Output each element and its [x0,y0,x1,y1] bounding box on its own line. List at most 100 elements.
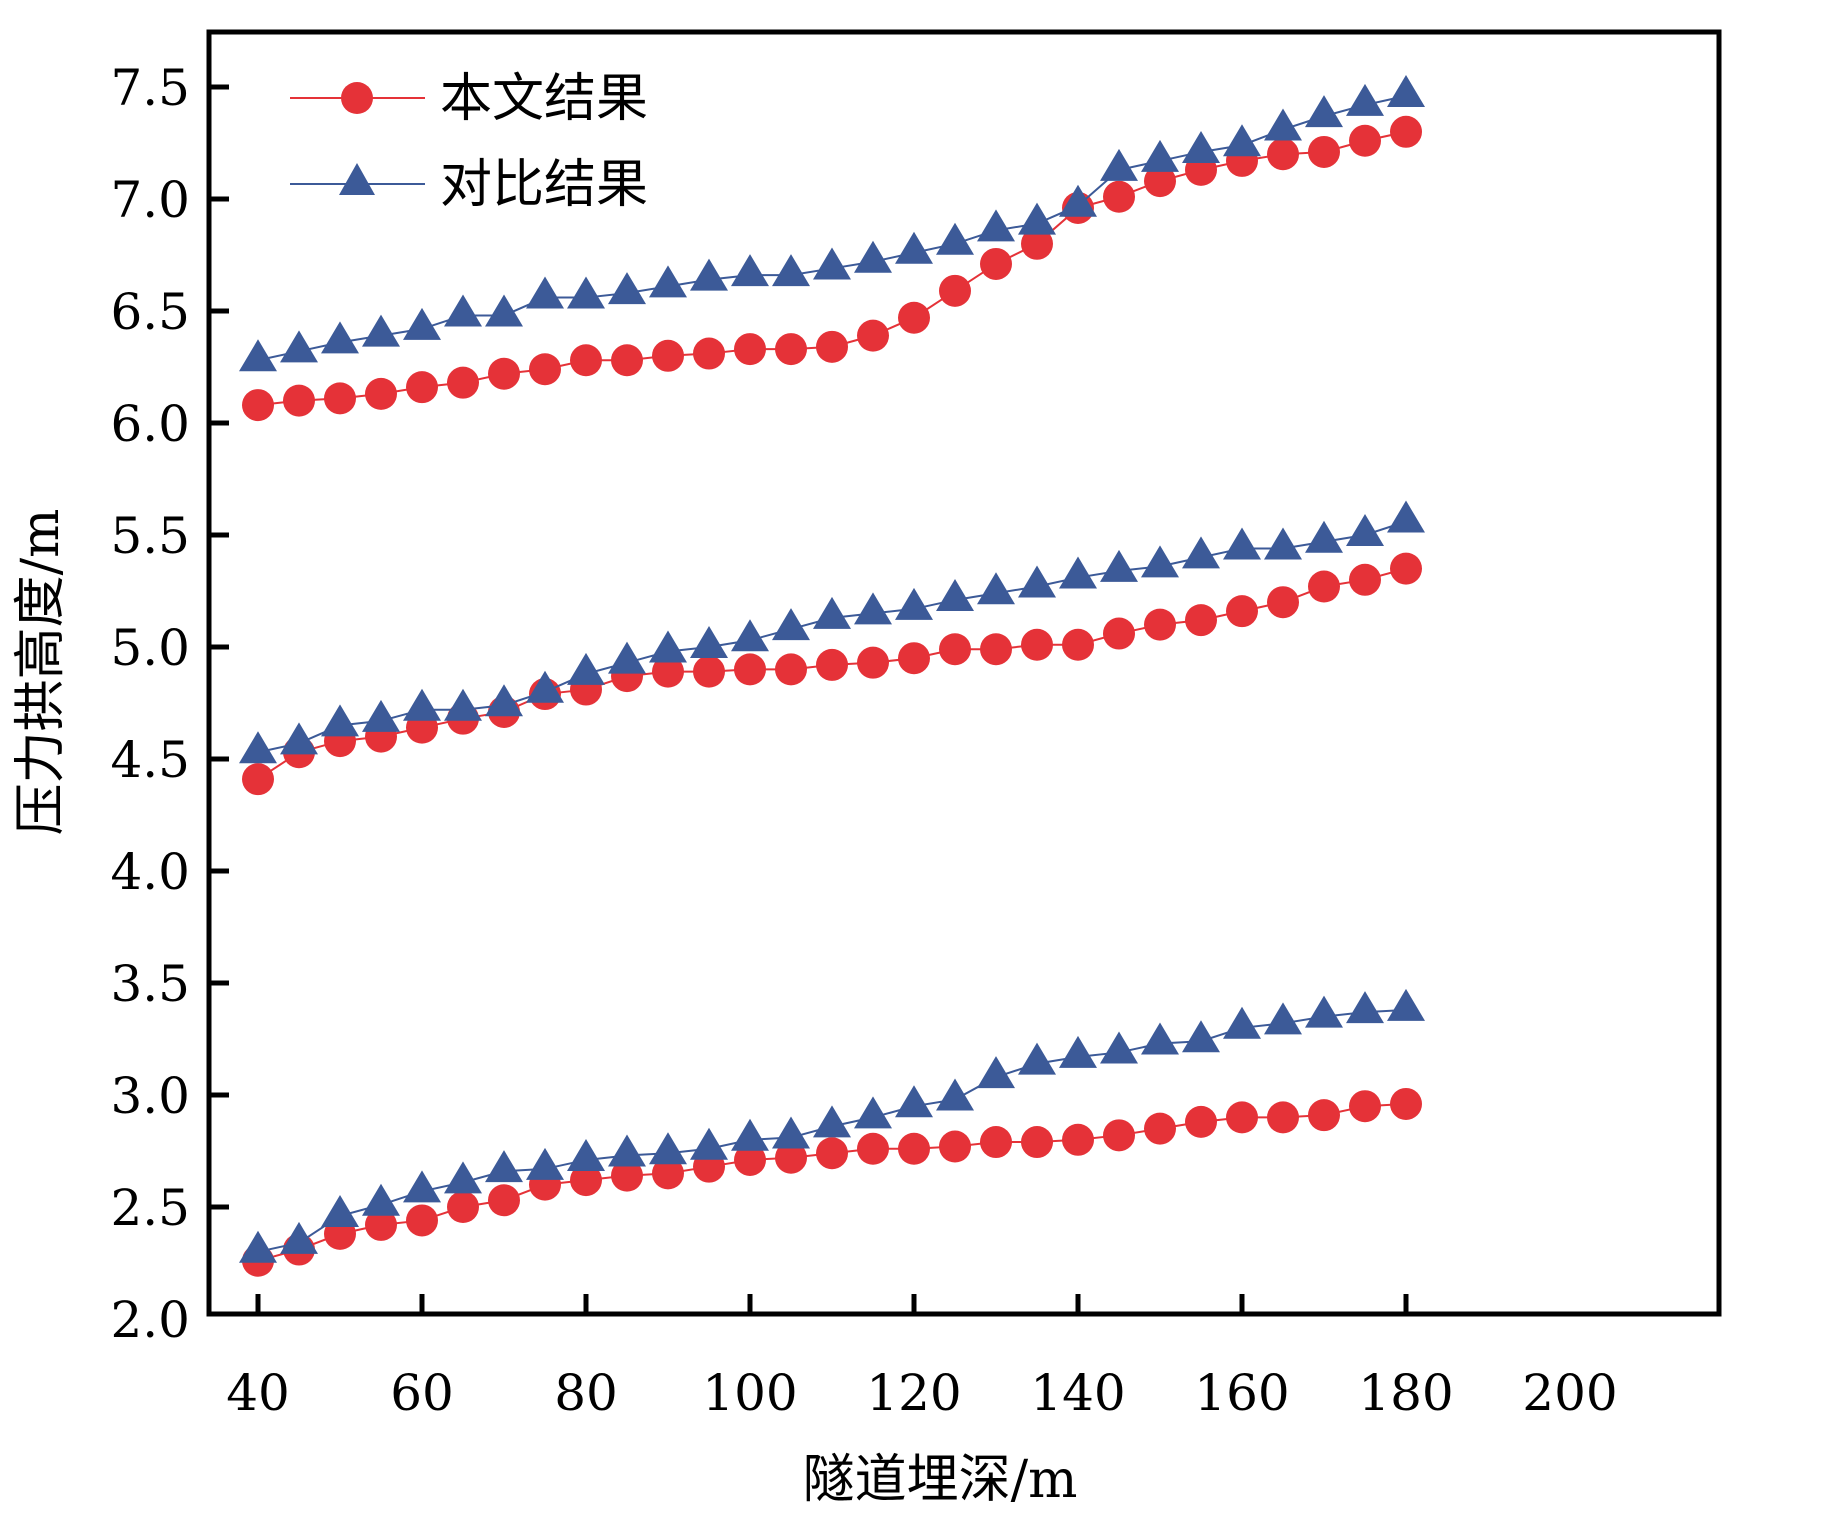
data-point-circle [1185,604,1217,637]
data-point-circle [1103,1119,1135,1152]
data-point-circle [570,1164,602,1197]
data-point-triangle [1387,988,1425,1021]
data-point-circle [242,763,274,796]
x-tick-label: 140 [1030,1364,1125,1422]
data-point-triangle [813,596,851,629]
data-point-triangle [690,626,728,658]
data-point-triangle [239,339,277,372]
data-point-triangle [854,1096,892,1129]
x-tick-label: 120 [866,1364,961,1422]
data-point-circle [1267,586,1299,619]
data-point-triangle [1018,1042,1056,1075]
data-point-triangle [1387,500,1425,533]
data-point-circle [1021,628,1053,661]
data-point-triangle [649,1132,687,1165]
data-point-circle [693,337,725,370]
data-point-circle [1390,1087,1422,1120]
data-point-circle [652,339,684,372]
data-point-triangle [403,1170,441,1203]
y-axis: 2.0 2.5 3.0 3.5 4.0 4.5 5.0 5.5 6.0 6.5 7.0 7.5 [110,59,229,1349]
data-point-triangle [895,231,933,264]
data-point-triangle [690,258,728,291]
data-point-circle [283,384,315,417]
x-tick-label: 200 [1522,1364,1617,1422]
data-point-circle [857,319,889,352]
data-point-circle [406,1204,438,1237]
data-point-circle [488,1184,520,1217]
legend-label-comparison: 对比结果 [440,155,648,215]
data-point-circle [1390,115,1422,148]
data-point-triangle [1059,1035,1097,1068]
data-point-circle [816,330,848,363]
data-point-triangle [280,1221,318,1254]
data-point-triangle [485,684,523,717]
data-point-triangle [362,314,400,347]
data-point-triangle [403,688,441,721]
data-point-triangle [1018,565,1056,598]
data-point-triangle [1182,1020,1220,1053]
data-point-circle [775,1141,807,1174]
data-point-circle [775,653,807,686]
data-point-triangle [813,1105,851,1138]
data-point-circle [1308,1099,1340,1132]
data-point-triangle [567,652,605,685]
legend: 本文结果 对比结果 [290,69,648,215]
y-tick-label: 5.5 [110,507,190,565]
data-point-circle [734,653,766,686]
data-point-triangle [1264,1002,1302,1035]
data-point-circle [611,1159,643,1192]
y-tick-label: 7.5 [110,59,190,117]
data-point-circle [570,344,602,377]
data-point-circle [857,1132,889,1165]
data-point-triangle [772,254,810,287]
x-tick-label: 100 [702,1364,797,1422]
data-point-triangle [895,587,933,620]
data-point-circle [447,1191,479,1223]
data-point-triangle [1182,536,1220,569]
x-tick-label: 180 [1358,1364,1453,1422]
data-point-circle [816,1137,848,1170]
data-point-circle [365,1208,397,1241]
data-point-circle [1267,138,1299,171]
data-point-triangle [1223,527,1261,560]
data-point-triangle [526,1147,564,1180]
data-point-triangle [1305,520,1343,553]
data-point-circle [898,1132,930,1165]
series-middle-this-study [242,552,1422,796]
data-point-triangle [1182,130,1220,163]
data-point-circle [693,655,725,688]
data-point-circle [1308,135,1340,168]
series-lower-this-study [242,1087,1422,1277]
legend-label-this-study: 本文结果 [440,69,648,129]
legend-marker-circle [341,82,373,114]
data-point-triangle [280,722,318,755]
data-point-circle [939,274,971,307]
data-point-triangle [444,1161,482,1194]
data-point-circle [447,366,479,399]
data-point-triangle [731,619,769,652]
data-point-triangle [526,276,564,309]
data-point-circle [775,333,807,366]
data-point-triangle [526,670,564,703]
data-point-triangle [608,1134,646,1167]
data-point-triangle [444,688,482,721]
data-point-circle [1021,1126,1053,1159]
data-point-triangle [280,330,318,363]
y-axis-title: 压力拱高度/m [11,509,71,836]
data-point-triangle [1346,991,1384,1024]
data-point-circle [652,655,684,688]
data-point-triangle [1346,83,1384,116]
data-point-triangle [977,1056,1015,1089]
data-point-circle [857,646,889,679]
legend-item-comparison: 对比结果 [290,155,648,215]
data-point-circle [1021,227,1053,260]
data-point-circle [1062,1123,1094,1156]
data-point-circle [898,642,930,675]
y-tick-label: 4.5 [110,731,190,789]
data-point-circle [1144,608,1176,641]
y-tick-label: 3.5 [110,955,190,1013]
data-point-circle [1226,595,1258,628]
data-point-triangle [936,222,974,255]
data-point-circle [365,377,397,410]
data-point-circle [980,247,1012,280]
